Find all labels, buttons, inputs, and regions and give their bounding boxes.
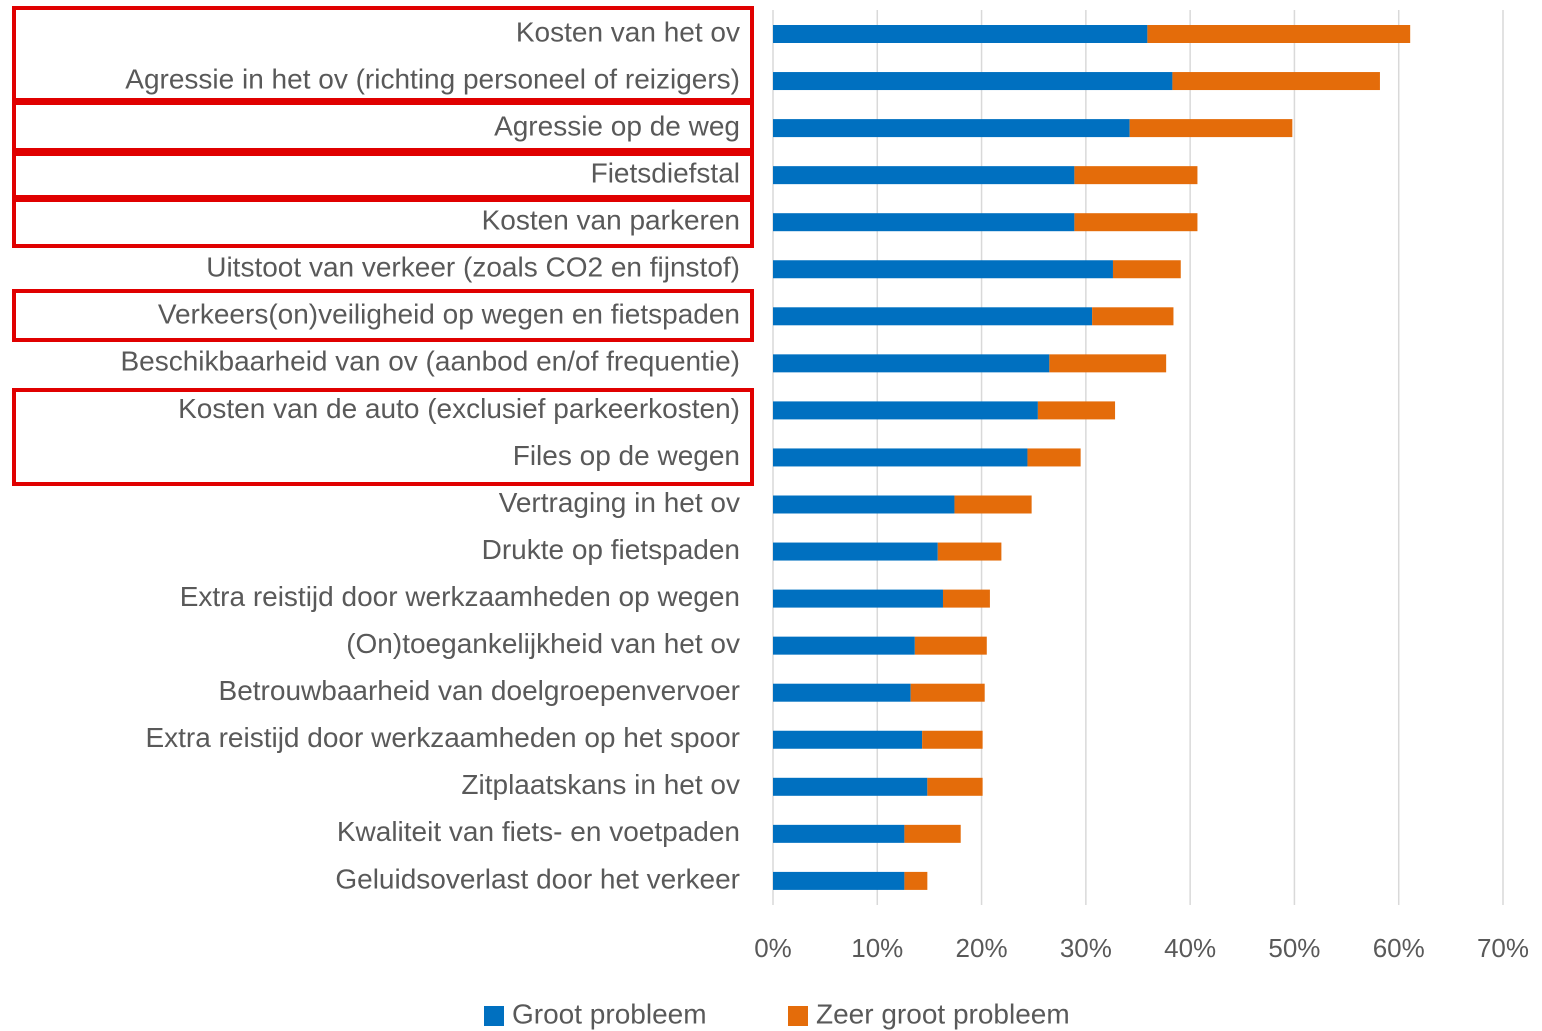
bar-segment	[1147, 25, 1411, 43]
bar-segment	[773, 119, 1130, 138]
x-tick-label: 60%	[1373, 933, 1425, 963]
bar-segment	[773, 354, 1050, 373]
highlight-box	[12, 198, 754, 248]
bar-segment	[1129, 119, 1293, 138]
bar-segment	[904, 871, 928, 890]
bar-segment	[773, 307, 1093, 326]
bar-segment	[773, 260, 1113, 279]
bar-segment	[937, 542, 1002, 561]
legend-label: Groot probleem	[512, 998, 707, 1029]
bar-segment	[773, 25, 1148, 43]
bar-segment	[1112, 260, 1181, 279]
bar-segment	[1027, 448, 1081, 467]
bar-segment	[910, 683, 985, 702]
bar-segment	[773, 683, 911, 702]
legend-label: Zeer groot probleem	[816, 998, 1070, 1029]
highlight-box	[12, 152, 754, 199]
y-tick-label: Uitstoot van verkeer (zoals CO2 en fijns…	[206, 252, 740, 283]
bar-segment	[773, 589, 943, 608]
bar-segment	[922, 730, 983, 749]
bar-segment	[773, 495, 955, 514]
bar-segment	[773, 824, 905, 843]
bar-segment	[773, 401, 1038, 420]
bar-segment	[1037, 401, 1116, 420]
bar-segment	[773, 166, 1075, 185]
bar-segment	[773, 636, 915, 655]
y-tick-label: Verkeers(on)veiligheid op wegen en fiets…	[158, 299, 740, 330]
y-tick-label: Zitplaatskans in het ov	[461, 769, 740, 800]
y-tick-label: Kosten van de auto (exclusief parkeerkos…	[178, 393, 740, 424]
y-tick-label: Kosten van parkeren	[482, 205, 740, 236]
y-tick-label: Extra reistijd door werkzaamheden op het…	[145, 722, 740, 753]
bar-segment	[1074, 166, 1198, 185]
y-tick-label: Agressie op de weg	[494, 110, 740, 141]
y-tick-label: Betrouwbaarheid van doelgroepenvervoer	[219, 675, 740, 706]
x-tick-label: 20%	[956, 933, 1008, 963]
bar-segment	[773, 448, 1028, 467]
bar-segment	[1074, 213, 1198, 232]
y-tick-label: Kosten van het ov	[516, 16, 740, 47]
x-tick-label: 40%	[1164, 933, 1216, 963]
y-tick-label: Agressie in het ov (richting personeel o…	[125, 63, 740, 94]
bar-segment	[1092, 307, 1174, 326]
bar-segment	[773, 730, 923, 749]
x-tick-label: 0%	[754, 933, 792, 963]
y-tick-label: Fietsdiefstal	[591, 158, 740, 189]
bar-segment	[1049, 354, 1167, 373]
x-tick-label: 50%	[1268, 933, 1320, 963]
bar-segment	[773, 72, 1173, 91]
bar-segment	[904, 824, 961, 843]
x-tick-label: 30%	[1060, 933, 1112, 963]
highlight-box	[12, 101, 754, 152]
bar-segment	[773, 871, 905, 890]
bar-segment	[773, 777, 928, 796]
bar-segment	[1172, 72, 1380, 91]
y-tick-label: Drukte op fietspaden	[482, 534, 740, 565]
highlight-box	[12, 289, 754, 342]
y-tick-label: Files op de wegen	[513, 440, 740, 471]
y-tick-label: Vertraging in het ov	[499, 487, 740, 518]
y-tick-label: Beschikbaarheid van ov (aanbod en/of fre…	[120, 346, 740, 377]
bar-segment	[773, 542, 938, 561]
legend-swatch	[788, 1006, 808, 1026]
y-tick-label: Extra reistijd door werkzaamheden op weg…	[180, 581, 740, 612]
bar-segment	[942, 589, 990, 608]
highlight-box	[12, 6, 754, 102]
bar-segment	[927, 777, 983, 796]
y-tick-label: Geluidsoverlast door het verkeer	[335, 863, 740, 894]
highlight-boxes	[12, 6, 754, 486]
legend-swatch	[484, 1006, 504, 1026]
bar-segment	[773, 213, 1075, 232]
bar-segment	[954, 495, 1032, 514]
highlight-box	[12, 388, 754, 486]
x-tick-label: 10%	[851, 933, 903, 963]
y-tick-label: (On)toegankelijkheid van het ov	[346, 628, 740, 659]
bar-segment	[914, 636, 987, 655]
y-tick-label: Kwaliteit van fiets- en voetpaden	[337, 816, 740, 847]
x-tick-label: 70%	[1477, 933, 1529, 963]
